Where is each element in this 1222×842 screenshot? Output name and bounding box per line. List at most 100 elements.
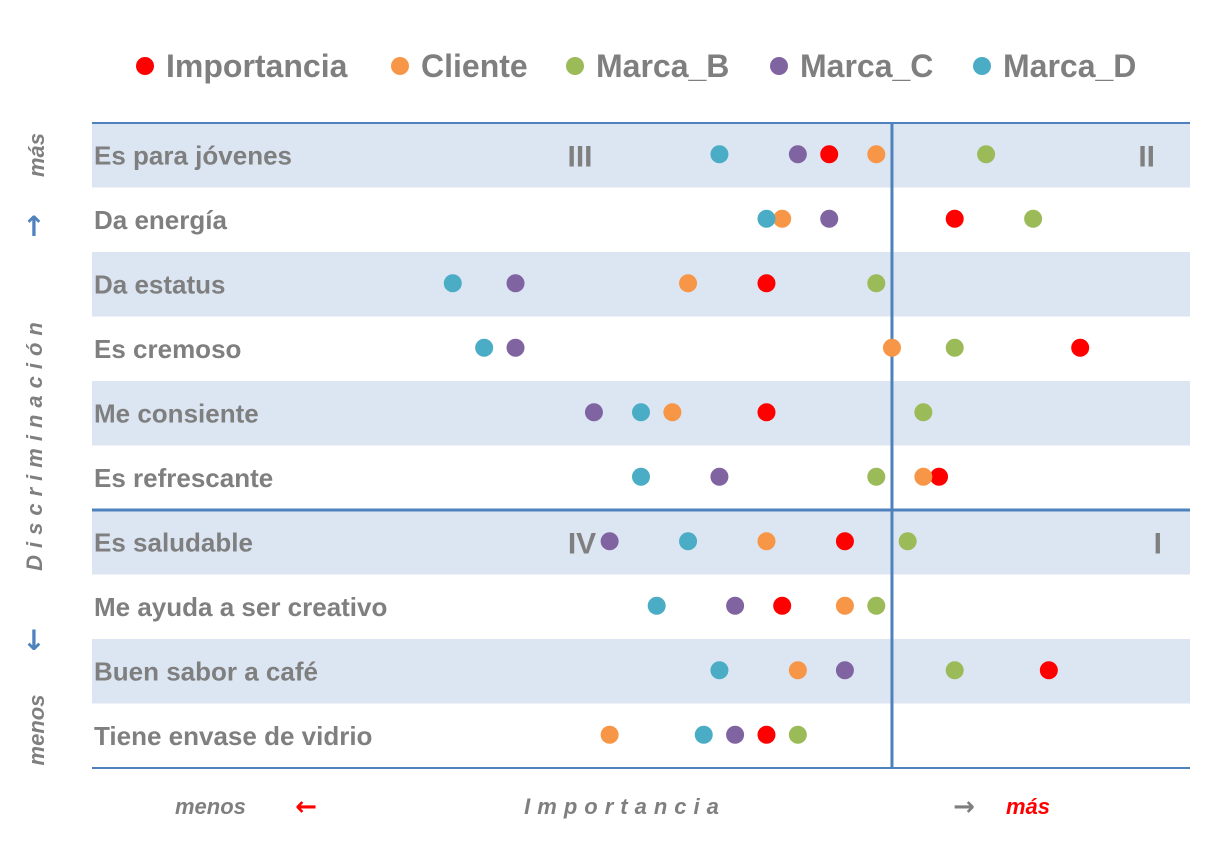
quadrant-label: IV [568, 527, 596, 560]
point-cliente [757, 532, 776, 551]
y-axis-up-arrow-icon: ↑ [22, 210, 45, 243]
row-band [92, 123, 1190, 188]
legend-marker [770, 57, 788, 75]
point-marca-c [788, 145, 807, 164]
point-importancia [757, 725, 776, 744]
point-marca-b [945, 661, 964, 680]
point-cliente [882, 338, 901, 357]
x-axis-title: Importancia [524, 794, 726, 819]
row-bands [92, 123, 1190, 704]
legend-item: Marca_B [566, 48, 729, 84]
point-importancia [945, 209, 964, 228]
point-marca-b [1024, 209, 1043, 228]
point-marca-c [820, 209, 839, 228]
x-axis-left-arrow-icon: ← [295, 792, 317, 822]
point-marca-d [647, 596, 666, 615]
legend-marker [391, 57, 409, 75]
point-cliente [679, 274, 698, 293]
row-band [92, 252, 1190, 317]
point-cliente [914, 467, 933, 486]
legend: Importancia Cliente Marca_B Marca_C Marca_D [136, 48, 1136, 84]
legend-label: Marca_D [1003, 48, 1136, 84]
point-importancia [930, 467, 949, 486]
point-importancia [835, 532, 854, 551]
point-cliente [663, 403, 682, 422]
legend-label: Marca_C [800, 48, 933, 84]
x-axis-low-label: menos [175, 794, 246, 819]
row-label: Me ayuda a ser creativo [94, 592, 387, 622]
point-marca-c [506, 338, 525, 357]
row-label: Buen sabor a café [94, 656, 318, 686]
point-cliente [773, 209, 792, 228]
point-marca-c [835, 661, 854, 680]
legend-marker [566, 57, 584, 75]
y-axis-low-label: menos [24, 695, 49, 766]
x-axis-right-arrow-icon: → [953, 792, 975, 822]
row-band [92, 639, 1190, 704]
legend-label: Marca_B [596, 48, 729, 84]
x-axis-high-label: más [1006, 794, 1050, 819]
row-label: Da estatus [94, 269, 226, 299]
point-marca-b [898, 532, 917, 551]
point-marca-d [710, 661, 729, 680]
point-marca-d [475, 338, 494, 357]
point-marca-d [757, 209, 776, 228]
data-points [443, 145, 1090, 744]
point-importancia [757, 403, 776, 422]
point-marca-d [710, 145, 729, 164]
point-marca-d [632, 403, 650, 422]
point-marca-c [506, 274, 525, 293]
point-marca-b [977, 145, 996, 164]
row-label: Es cremoso [94, 334, 241, 364]
legend-label: Importancia [166, 48, 348, 84]
point-marca-d [694, 725, 713, 744]
point-marca-c [726, 725, 745, 744]
legend-item: Marca_C [770, 48, 933, 84]
point-importancia [820, 145, 839, 164]
row-label: Me consiente [94, 398, 259, 428]
row-label: Es saludable [94, 527, 253, 557]
row-label: Tiene envase de vidrio [94, 721, 372, 751]
point-cliente [867, 145, 886, 164]
point-marca-b [867, 596, 886, 615]
y-axis: más ↑ Discriminación ↓ menos [22, 133, 49, 765]
y-axis-title: Discriminación [22, 315, 47, 571]
row-band [92, 510, 1190, 575]
row-label: Da energía [94, 205, 227, 235]
quadrant-label: III [567, 140, 592, 173]
legend-marker [136, 57, 154, 75]
point-marca-c [600, 532, 619, 551]
row-labels: Es para jóvenes Da energía Da estatus Es cr… [94, 140, 387, 751]
legend-item: Importancia [136, 48, 348, 84]
legend-marker [973, 57, 991, 75]
quadrant-dividers [92, 122, 1190, 769]
point-marca-d [679, 532, 698, 551]
point-marca-c [584, 403, 603, 422]
point-marca-d [632, 467, 650, 486]
point-importancia [757, 274, 776, 293]
row-label: Es refrescante [94, 463, 273, 493]
quadrant-label: II [1138, 140, 1155, 173]
point-importancia [1039, 661, 1058, 680]
legend-item: Cliente [391, 48, 528, 84]
legend-item: Marca_D [973, 48, 1136, 84]
point-importancia [773, 596, 792, 615]
point-marca-b [788, 725, 807, 744]
legend-label: Cliente [421, 48, 528, 84]
point-marca-c [710, 467, 729, 486]
point-cliente [835, 596, 854, 615]
x-axis: menos ← Importancia → más [175, 792, 1050, 822]
quadrant-label: I [1154, 527, 1162, 560]
point-importancia [1071, 338, 1090, 357]
y-axis-high-label: más [24, 133, 49, 177]
point-marca-c [726, 596, 745, 615]
point-marca-b [945, 338, 964, 357]
row-label: Es para jóvenes [94, 140, 292, 170]
y-axis-down-arrow-icon: ↓ [22, 624, 45, 657]
point-marca-b [867, 467, 886, 486]
point-cliente [788, 661, 807, 680]
point-cliente [600, 725, 619, 744]
point-marca-b [914, 403, 933, 422]
